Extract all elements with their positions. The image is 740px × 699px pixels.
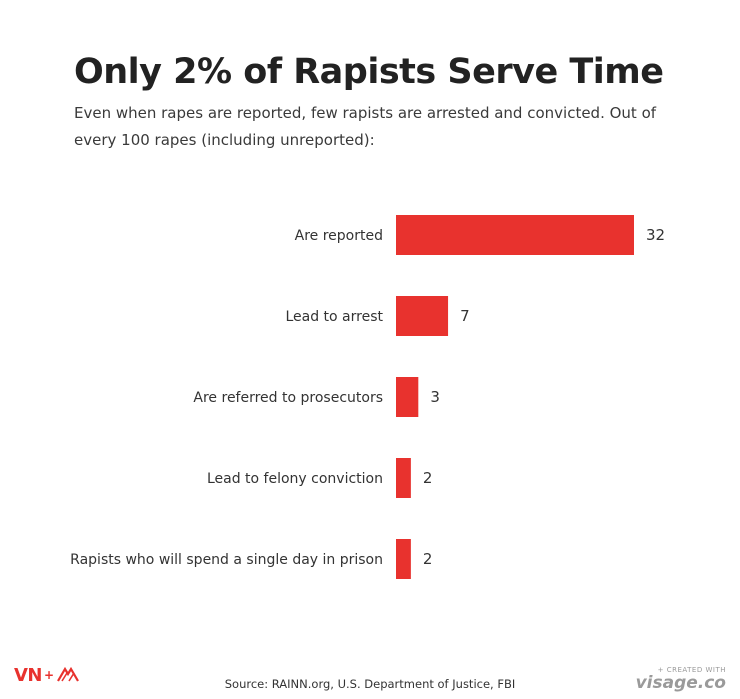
bar bbox=[396, 377, 419, 417]
credit-caption: + CREATED WITH bbox=[657, 666, 726, 674]
visage-credit[interactable]: + CREATED WITH visage.co bbox=[636, 666, 726, 692]
value-label: 2 bbox=[423, 550, 433, 568]
chart-title: Only 2% of Rapists Serve Time bbox=[74, 52, 664, 92]
value-label: 32 bbox=[646, 226, 665, 244]
value-label: 3 bbox=[430, 388, 440, 406]
credit-brand: visage.co bbox=[635, 673, 726, 693]
category-label: Are referred to prosecutors bbox=[193, 390, 383, 406]
chart-subtitle: Even when rapes are reported, few rapist… bbox=[74, 104, 657, 149]
category-label: Lead to arrest bbox=[285, 309, 383, 325]
value-label: 2 bbox=[423, 469, 433, 487]
logo-text: VN bbox=[14, 664, 43, 686]
vn-logo: VN + bbox=[14, 662, 80, 688]
bar bbox=[396, 215, 634, 255]
bar bbox=[396, 296, 449, 336]
category-label: Lead to felony conviction bbox=[207, 471, 383, 487]
logo-mark-icon bbox=[57, 666, 80, 682]
logo-plus: + bbox=[44, 668, 55, 682]
value-label: 7 bbox=[460, 307, 470, 325]
source-note: Source: RAINN.org, U.S. Department of Ju… bbox=[224, 677, 516, 691]
category-label: Are reported bbox=[295, 228, 383, 244]
bar bbox=[396, 539, 411, 579]
category-label: Rapists who will spend a single day in p… bbox=[70, 552, 383, 568]
bar bbox=[396, 458, 411, 498]
